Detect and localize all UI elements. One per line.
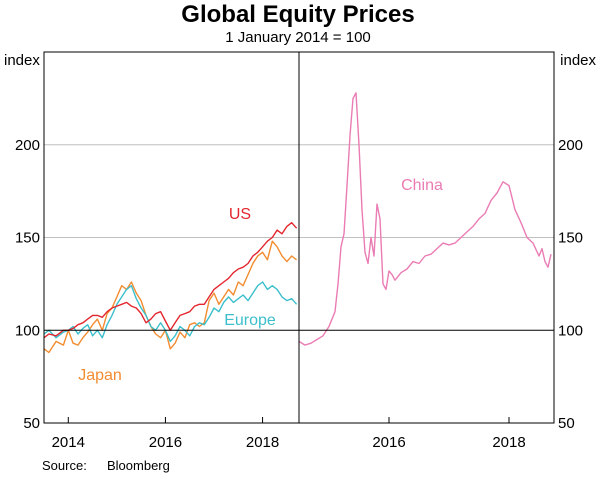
ytick-right-200: 200 bbox=[558, 137, 583, 154]
left-panel-series bbox=[43, 222, 298, 354]
ytick-right-50: 50 bbox=[558, 415, 575, 432]
ytick-left-50: 50 bbox=[23, 415, 40, 432]
xtick-left-2014: 2014 bbox=[52, 434, 85, 451]
series-label-us: US bbox=[229, 206, 251, 223]
chart-subtitle: 1 January 2014 = 100 bbox=[225, 29, 371, 46]
ytick-right-150: 150 bbox=[558, 230, 583, 247]
series-label-china: China bbox=[401, 177, 443, 194]
ytick-left-100: 100 bbox=[15, 322, 40, 339]
series-line-china bbox=[298, 92, 552, 346]
xtick-right-2018: 2018 bbox=[492, 434, 525, 451]
source-value: Bloomberg bbox=[107, 458, 170, 473]
left-unit-label: index bbox=[4, 52, 40, 69]
frame-layer bbox=[43, 51, 555, 424]
ytick-right-100: 100 bbox=[558, 322, 583, 339]
ytick-left-150: 150 bbox=[15, 230, 40, 247]
chart-title: Global Equity Prices bbox=[181, 1, 414, 28]
xtick-left-2018: 2018 bbox=[246, 434, 279, 451]
series-line-japan bbox=[43, 240, 298, 354]
series-label-japan: Japan bbox=[78, 367, 122, 384]
right-unit-label: index bbox=[560, 52, 596, 69]
series-line-us bbox=[43, 222, 298, 339]
series-label-europe: Europe bbox=[224, 312, 276, 329]
tick-layer: 50 50 100 100 150 150 200 200 2014 2016 2018 2016 20… bbox=[15, 137, 583, 451]
ytick-left-200: 200 bbox=[15, 137, 40, 154]
xtick-left-2016: 2016 bbox=[149, 434, 182, 451]
right-panel-series bbox=[298, 92, 552, 346]
xtick-right-2016: 2016 bbox=[372, 434, 405, 451]
series-label-layer: Japan Europe US China bbox=[78, 177, 443, 384]
source-label: Source: bbox=[42, 458, 87, 473]
